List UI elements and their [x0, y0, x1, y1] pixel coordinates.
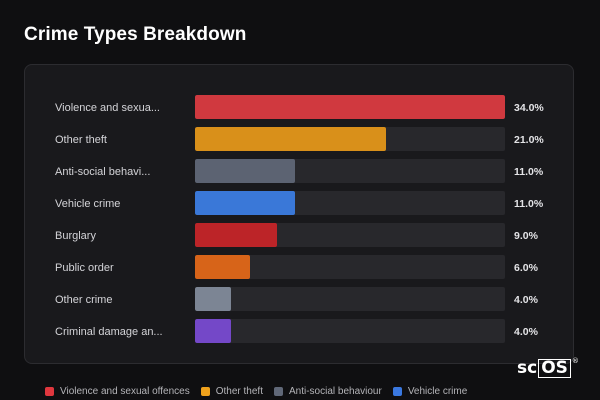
legend-label: Vehicle crime [407, 386, 468, 397]
bar-row: Burglary 9.0% [25, 223, 575, 249]
logo-text-a: sc [517, 358, 538, 378]
category-label: Public order [55, 262, 114, 274]
bar-track [195, 255, 505, 279]
bar-track [195, 159, 505, 183]
value-label: 4.0% [514, 326, 538, 338]
logo-text-b: OS [538, 358, 571, 378]
bar-row: Other theft 21.0% [25, 127, 575, 153]
legend-swatch [200, 387, 210, 396]
value-label: 11.0% [514, 166, 544, 178]
logo-registered-mark: ® [571, 357, 579, 365]
value-label: 21.0% [514, 134, 544, 146]
bar-track [195, 95, 505, 119]
bar [195, 95, 505, 119]
bar-track [195, 127, 505, 151]
bar-row: Vehicle crime 11.0% [25, 191, 575, 217]
category-label: Criminal damage an... [55, 326, 163, 338]
legend-item: Violence and sexual offences [45, 386, 190, 397]
bar-row: Public order 6.0% [25, 255, 575, 281]
bar [195, 223, 277, 247]
category-label: Burglary [55, 230, 96, 242]
bar [195, 127, 386, 151]
bar [195, 287, 231, 311]
legend-item: Vehicle crime [392, 386, 468, 397]
bar-row: Violence and sexua... 34.0% [25, 95, 575, 121]
value-label: 11.0% [514, 198, 544, 210]
value-label: 9.0% [514, 230, 538, 242]
legend-item: Anti-social behaviour [273, 386, 382, 397]
legend-swatch [45, 387, 54, 396]
category-label: Violence and sexua... [55, 102, 160, 114]
legend-label: Other theft [215, 386, 263, 397]
value-label: 34.0% [514, 102, 544, 114]
bar [195, 159, 295, 183]
bar-row: Criminal damage an... 4.0% [25, 319, 575, 345]
category-label: Other theft [55, 134, 107, 146]
bar-row: Anti-social behavi... 11.0% [25, 159, 575, 185]
bar-row: Other crime 4.0% [25, 287, 575, 313]
bar [195, 255, 250, 279]
category-label: Vehicle crime [55, 198, 121, 210]
bar-track [195, 287, 505, 311]
legend-swatch [392, 387, 402, 396]
brand-logo: sc OS ® [517, 357, 579, 378]
category-label: Other crime [55, 294, 113, 306]
legend-item: Other theft [200, 386, 263, 397]
bar-track [195, 191, 505, 215]
category-label: Anti-social behavi... [55, 166, 151, 178]
legend-label: Anti-social behaviour [288, 386, 382, 397]
chart-card: Violence and sexua... 34.0% Other theft 21.… [24, 64, 574, 364]
bar-track [195, 319, 505, 343]
chart-legend: Violence and sexual offences Other theft A… [45, 386, 478, 397]
page-title: Crime Types Breakdown [24, 24, 247, 45]
value-label: 4.0% [514, 294, 538, 306]
bar [195, 319, 231, 343]
bar [195, 191, 295, 215]
bar-track [195, 223, 505, 247]
legend-label: Violence and sexual offences [60, 386, 190, 397]
legend-swatch [273, 387, 283, 396]
value-label: 6.0% [514, 262, 538, 274]
